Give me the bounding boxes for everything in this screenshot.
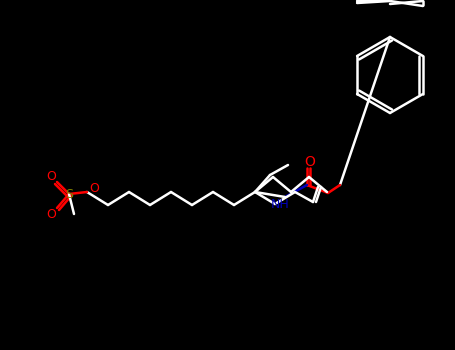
Text: O: O bbox=[46, 209, 56, 222]
Text: O: O bbox=[304, 155, 315, 169]
Text: NH: NH bbox=[271, 198, 289, 211]
Text: O: O bbox=[46, 170, 56, 183]
Text: O: O bbox=[89, 182, 99, 196]
Text: S: S bbox=[65, 188, 73, 201]
